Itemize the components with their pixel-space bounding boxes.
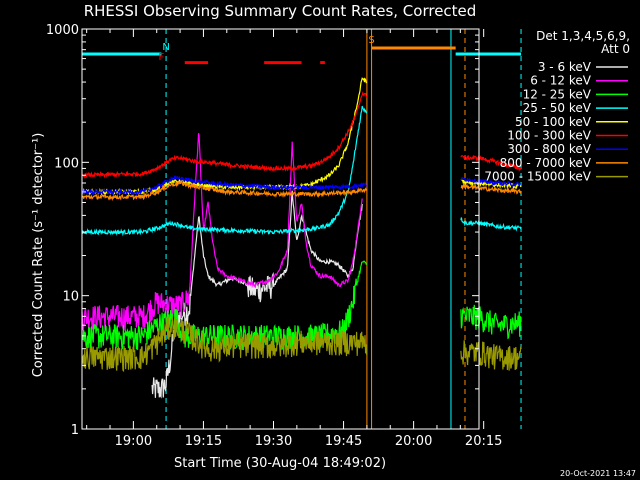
series-6-12-kev [81,133,363,331]
series-100-300-kev [81,91,522,179]
axes-ticks: 1 10 100 1000 19:00 19:15 19:30 19:45 20:00 20:15 [46,23,502,449]
x-tick-label: 19:15 [185,434,222,449]
chart-title: RHESSI Observing Summary Count Rates, Co… [84,2,477,20]
y-tick-label: 10 [62,290,79,305]
flag-bars [82,46,522,65]
flag-annotations: NF S [159,35,375,63]
x-tick-label: 19:30 [255,434,292,449]
data-series [81,77,522,399]
series-25-50-kev [81,105,522,237]
series-300-800-kev [81,174,522,196]
legend-label-25-50-kev: 25 - 50 keV [523,101,592,115]
legend-label-3-6-kev: 3 - 6 keV [538,60,592,74]
footer-date: 20-Oct-2021 13:47 [560,469,636,478]
x-tick-label: 19:00 [115,434,152,449]
x-tick-label: 19:45 [325,434,362,449]
y-tick-label: 1 [71,423,79,438]
y-axis-label: Corrected Count Rate (s⁻¹ detector⁻¹) [31,133,46,378]
x-tick-label: 20:00 [395,434,432,449]
legend-label-800-7000-kev: 800 - 7000 keV [500,156,592,170]
annotation-s: S [368,35,374,46]
series-800-7000-kev [81,180,522,202]
series-50-100-kev [81,77,522,196]
annotation-n: N [162,42,169,53]
x-axis-label: Start Time (30-Aug-04 18:49:02) [174,456,386,471]
gap-markers [81,29,522,429]
legend-detector-line: Det 1,3,4,5,6,9, [536,29,630,43]
y-tick-label: 100 [54,156,79,171]
legend-label-12-25-kev: 12 - 25 keV [523,87,592,101]
y-tick-label: 1000 [46,23,79,38]
legend-label-6-12-kev: 6 - 12 keV [530,74,592,88]
annotation-f: F [159,52,165,63]
plot-frame [81,28,480,430]
legend-label-100-300-kev: 100 - 300 keV [507,129,591,143]
series-12-25-kev [81,260,522,352]
series-3-6-kev [151,190,363,399]
legend-label-50-100-kev: 50 - 100 keV [515,115,592,129]
legend-label-300-800-kev: 300 - 800 keV [507,142,591,156]
x-tick-label: 20:15 [465,434,502,449]
series-7000-15000-kev [81,316,522,373]
legend-label-7000-15000-kev: 7000 - 15000 keV [484,170,591,184]
legend-attenuator-line: Att 0 [601,42,630,56]
